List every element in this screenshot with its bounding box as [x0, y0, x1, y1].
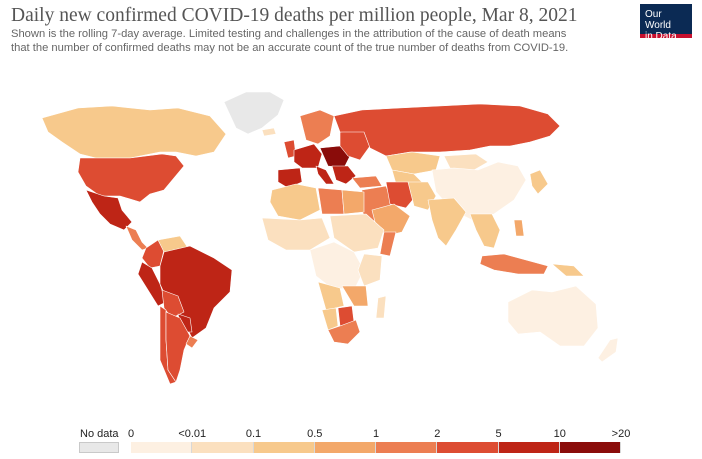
region-italy[interactable] — [315, 165, 335, 185]
legend-tick-label: 1 — [372, 428, 380, 440]
region-madagascar[interactable] — [375, 295, 387, 319]
region-new-zealand[interactable] — [597, 337, 619, 363]
region-korea-japan[interactable] — [529, 169, 549, 195]
legend-bin-7[interactable] — [559, 442, 621, 453]
region-russia[interactable] — [333, 103, 561, 157]
region-canada[interactable] — [41, 105, 227, 159]
subtitle-line-2: that the number of confirmed deaths may … — [11, 41, 569, 54]
legend-bin-3[interactable] — [314, 442, 376, 453]
region-uruguay[interactable] — [185, 335, 199, 349]
legend-tick-label: >20 — [611, 428, 631, 440]
region-central-america[interactable] — [125, 225, 149, 251]
region-central-europe[interactable] — [319, 145, 351, 169]
region-mexico[interactable] — [85, 189, 133, 231]
logo-line-2: in Data — [645, 31, 677, 42]
owid-logo[interactable]: Our World in Data — [640, 4, 692, 42]
region-india[interactable] — [427, 197, 467, 247]
region-philippines[interactable] — [513, 219, 525, 237]
legend-tick-label: 5 — [495, 428, 502, 440]
legend-tick-label: 0 — [127, 428, 135, 440]
legend-bin-0[interactable] — [131, 442, 193, 453]
legend-tick-label: 0.5 — [307, 428, 323, 440]
region-western-europe[interactable] — [293, 143, 323, 169]
legend-bin-6[interactable] — [498, 442, 560, 453]
region-australia[interactable] — [507, 285, 599, 347]
region-iceland[interactable] — [261, 127, 277, 137]
region-argentina[interactable] — [165, 311, 191, 383]
legend-bin-2[interactable] — [253, 442, 315, 453]
region-indonesia[interactable] — [479, 253, 549, 275]
region-egypt[interactable] — [341, 189, 365, 215]
region-west-africa[interactable] — [261, 217, 331, 251]
legend-tick-label: 0.1 — [245, 428, 262, 440]
chart-subtitle: Shown is the rolling 7-day average. Limi… — [11, 28, 611, 55]
legend-no-data-swatch — [79, 442, 119, 453]
region-balkans[interactable] — [331, 165, 357, 185]
region-east-africa[interactable] — [357, 253, 383, 287]
region-papua[interactable] — [551, 263, 585, 277]
legend-bin-4[interactable] — [376, 442, 438, 453]
region-central-africa[interactable] — [309, 241, 365, 291]
legend-tick-label: <0.01 — [178, 428, 207, 440]
region-namibia[interactable] — [321, 307, 339, 331]
region-somalia[interactable] — [379, 231, 397, 257]
region-south-africa[interactable] — [327, 319, 361, 345]
world-map — [41, 91, 619, 385]
region-southeast-asia[interactable] — [469, 213, 501, 249]
region-greenland[interactable] — [223, 91, 285, 135]
logo-line-1: Our World — [645, 9, 671, 31]
legend-tick-label: 10 — [553, 428, 566, 440]
region-turkey[interactable] — [351, 175, 383, 189]
region-usa[interactable] — [77, 153, 185, 203]
legend: No data 0 <0.01 0.1 0.5 1 2 5 10 >20 — [0, 420, 702, 459]
legend-tick-label: 2 — [434, 428, 441, 440]
legend-bin-1[interactable] — [192, 442, 254, 453]
chart-title: Daily new confirmed COVID-19 deaths per … — [11, 5, 578, 26]
region-peru[interactable] — [137, 261, 167, 307]
legend-no-data-label: No data — [80, 428, 119, 440]
region-north-africa[interactable] — [269, 183, 321, 221]
legend-bin-5[interactable] — [437, 442, 499, 453]
region-angola[interactable] — [317, 281, 345, 311]
region-scandinavia[interactable] — [299, 109, 335, 145]
region-mozambique-zambia[interactable] — [341, 285, 369, 307]
subtitle-line-1: Shown is the rolling 7-day average. Limi… — [11, 28, 567, 40]
region-iran[interactable] — [385, 181, 417, 209]
region-libya[interactable] — [317, 187, 345, 215]
region-mongolia[interactable] — [443, 153, 489, 171]
region-sudan-ethiopia[interactable] — [329, 213, 385, 253]
